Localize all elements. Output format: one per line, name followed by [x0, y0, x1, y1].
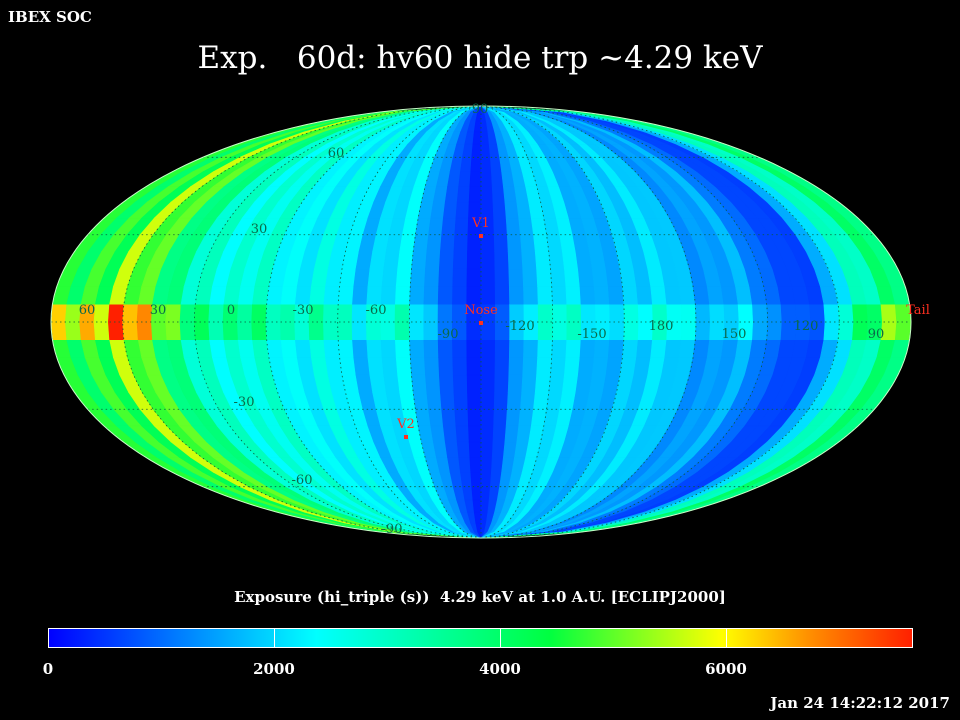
- map-boundary: [50, 105, 912, 539]
- timestamp: Jan 24 14:22:12 2017: [770, 694, 950, 712]
- marker-nose: [479, 321, 483, 325]
- marker-label-v2: V2: [396, 417, 415, 432]
- latitude-label: -60: [292, 473, 313, 488]
- colorbar-tick-2000: 2000: [253, 660, 295, 678]
- latitude-label: 60: [328, 146, 345, 161]
- longitude-label: 0: [227, 303, 235, 318]
- longitude-label: -150: [577, 327, 606, 342]
- longitude-label: 30: [150, 303, 167, 318]
- latitude-label: 90: [472, 102, 489, 117]
- latitude-label: 30: [251, 222, 268, 237]
- colorbar-tick-6000: 6000: [705, 660, 747, 678]
- marker-label-tail: Tail: [906, 303, 930, 318]
- latitude-label: -30: [234, 395, 255, 410]
- marker-v2: [404, 435, 408, 439]
- longitude-label: 60: [79, 303, 96, 318]
- longitude-label: 90: [868, 327, 885, 342]
- longitude-label: -120: [505, 319, 534, 334]
- marker-label-v1: V1: [471, 216, 490, 231]
- colorbar-divider: [500, 629, 501, 647]
- sky-map: 60 30 0 -30 -60 -90 -120 -150 180 150 120 90 90 60 30 -…: [50, 102, 930, 540]
- colorbar-divider: [274, 629, 275, 647]
- colorbar-tick-0: 0: [42, 660, 54, 678]
- marker-v1: [479, 234, 483, 238]
- longitude-label: 120: [794, 319, 819, 334]
- longitude-label: 180: [649, 319, 674, 334]
- exposure-pixels: [50, 104, 912, 540]
- map-title: Exp. 60d: hv60 hide trp ~4.29 keV: [197, 40, 763, 76]
- colorbar-tick-4000: 4000: [479, 660, 521, 678]
- marker-label-nose: Nose: [464, 303, 498, 318]
- colorbar: [48, 628, 913, 648]
- longitude-label: -90: [438, 327, 459, 342]
- latitude-label: -90: [382, 522, 403, 537]
- longitude-label: 150: [722, 327, 747, 342]
- colorbar-divider: [726, 629, 727, 647]
- colorbar-title: Exposure (hi_triple (s)) 4.29 keV at 1.0…: [234, 588, 726, 606]
- longitude-label: -60: [366, 303, 387, 318]
- longitude-label: -30: [293, 303, 314, 318]
- organization-label: IBEX SOC: [8, 8, 92, 26]
